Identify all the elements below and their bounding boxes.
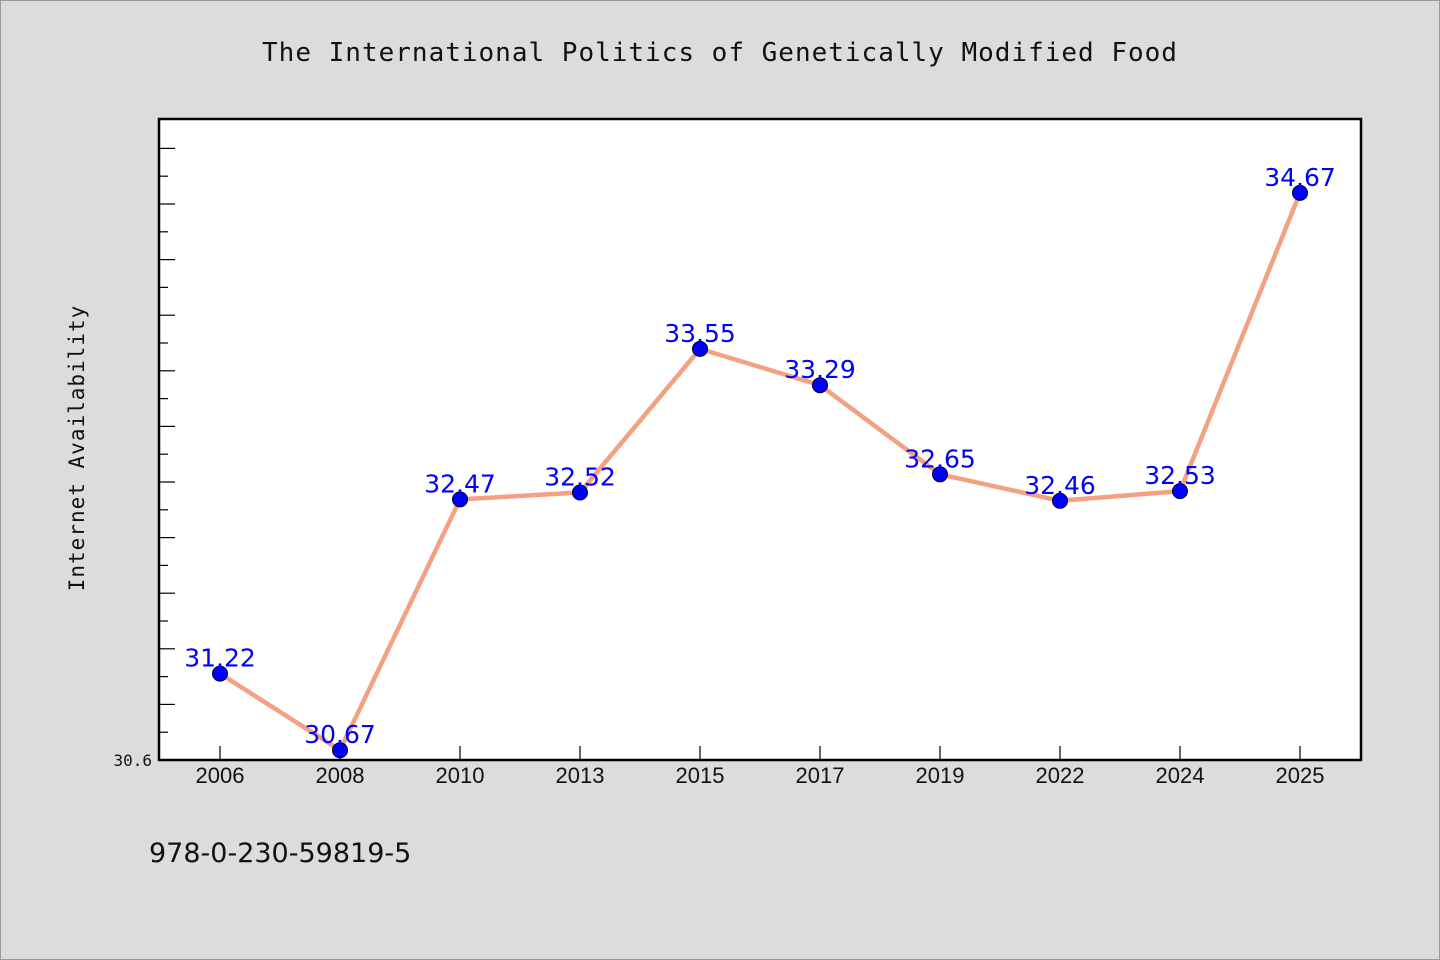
data-label: 32.46 xyxy=(1024,471,1096,500)
data-label: 31.22 xyxy=(184,644,256,673)
data-label: 30.67 xyxy=(304,720,376,749)
data-markers xyxy=(212,184,1308,759)
data-point xyxy=(812,377,828,394)
x-tick-label: 2015 xyxy=(676,763,725,788)
plot-area xyxy=(157,117,1363,762)
data-point xyxy=(212,665,228,682)
x-axis-ticks xyxy=(219,746,1301,760)
y-tick-label-min: 30.6 xyxy=(113,751,152,770)
footnote: 978-0-230-59819-5 xyxy=(149,838,411,869)
data-label: 32.65 xyxy=(904,444,976,473)
y-axis-label: Internet Availability xyxy=(65,305,89,592)
data-point xyxy=(332,742,348,759)
data-label: 32.52 xyxy=(544,463,616,492)
data-label: 32.53 xyxy=(1144,461,1216,490)
data-label: 34.67 xyxy=(1264,163,1336,192)
x-tick-label: 2017 xyxy=(796,763,845,788)
data-label: 33.29 xyxy=(784,355,856,384)
x-tick-label: 2013 xyxy=(556,763,605,788)
data-point xyxy=(1052,492,1068,509)
y-axis-ticks xyxy=(159,147,175,733)
x-tick-label: 2019 xyxy=(916,763,965,788)
chart-title: The International Politics of Geneticall… xyxy=(262,38,1178,68)
data-point xyxy=(932,466,948,483)
data-label: 33.55 xyxy=(664,319,736,348)
data-point xyxy=(1292,184,1308,201)
data-point xyxy=(1172,483,1188,500)
data-labels: 31.22 30.67 32.47 32.52 33.55 33.29 32.65 32.46… xyxy=(184,163,1336,749)
series-line xyxy=(217,190,1303,753)
x-tick-label: 2008 xyxy=(316,763,365,788)
x-axis-tick-labels: 2006 2008 2010 2013 2015 2017 2019 2022 2024 2025 xyxy=(196,763,1325,788)
data-point xyxy=(452,491,468,508)
data-point xyxy=(572,484,588,501)
x-tick-label: 2024 xyxy=(1156,763,1205,788)
data-label: 32.47 xyxy=(424,469,496,498)
x-tick-label: 2010 xyxy=(436,763,485,788)
x-tick-label: 2022 xyxy=(1036,763,1085,788)
data-point xyxy=(692,340,708,357)
x-tick-label: 2006 xyxy=(196,763,245,788)
x-tick-label: 2025 xyxy=(1276,763,1325,788)
